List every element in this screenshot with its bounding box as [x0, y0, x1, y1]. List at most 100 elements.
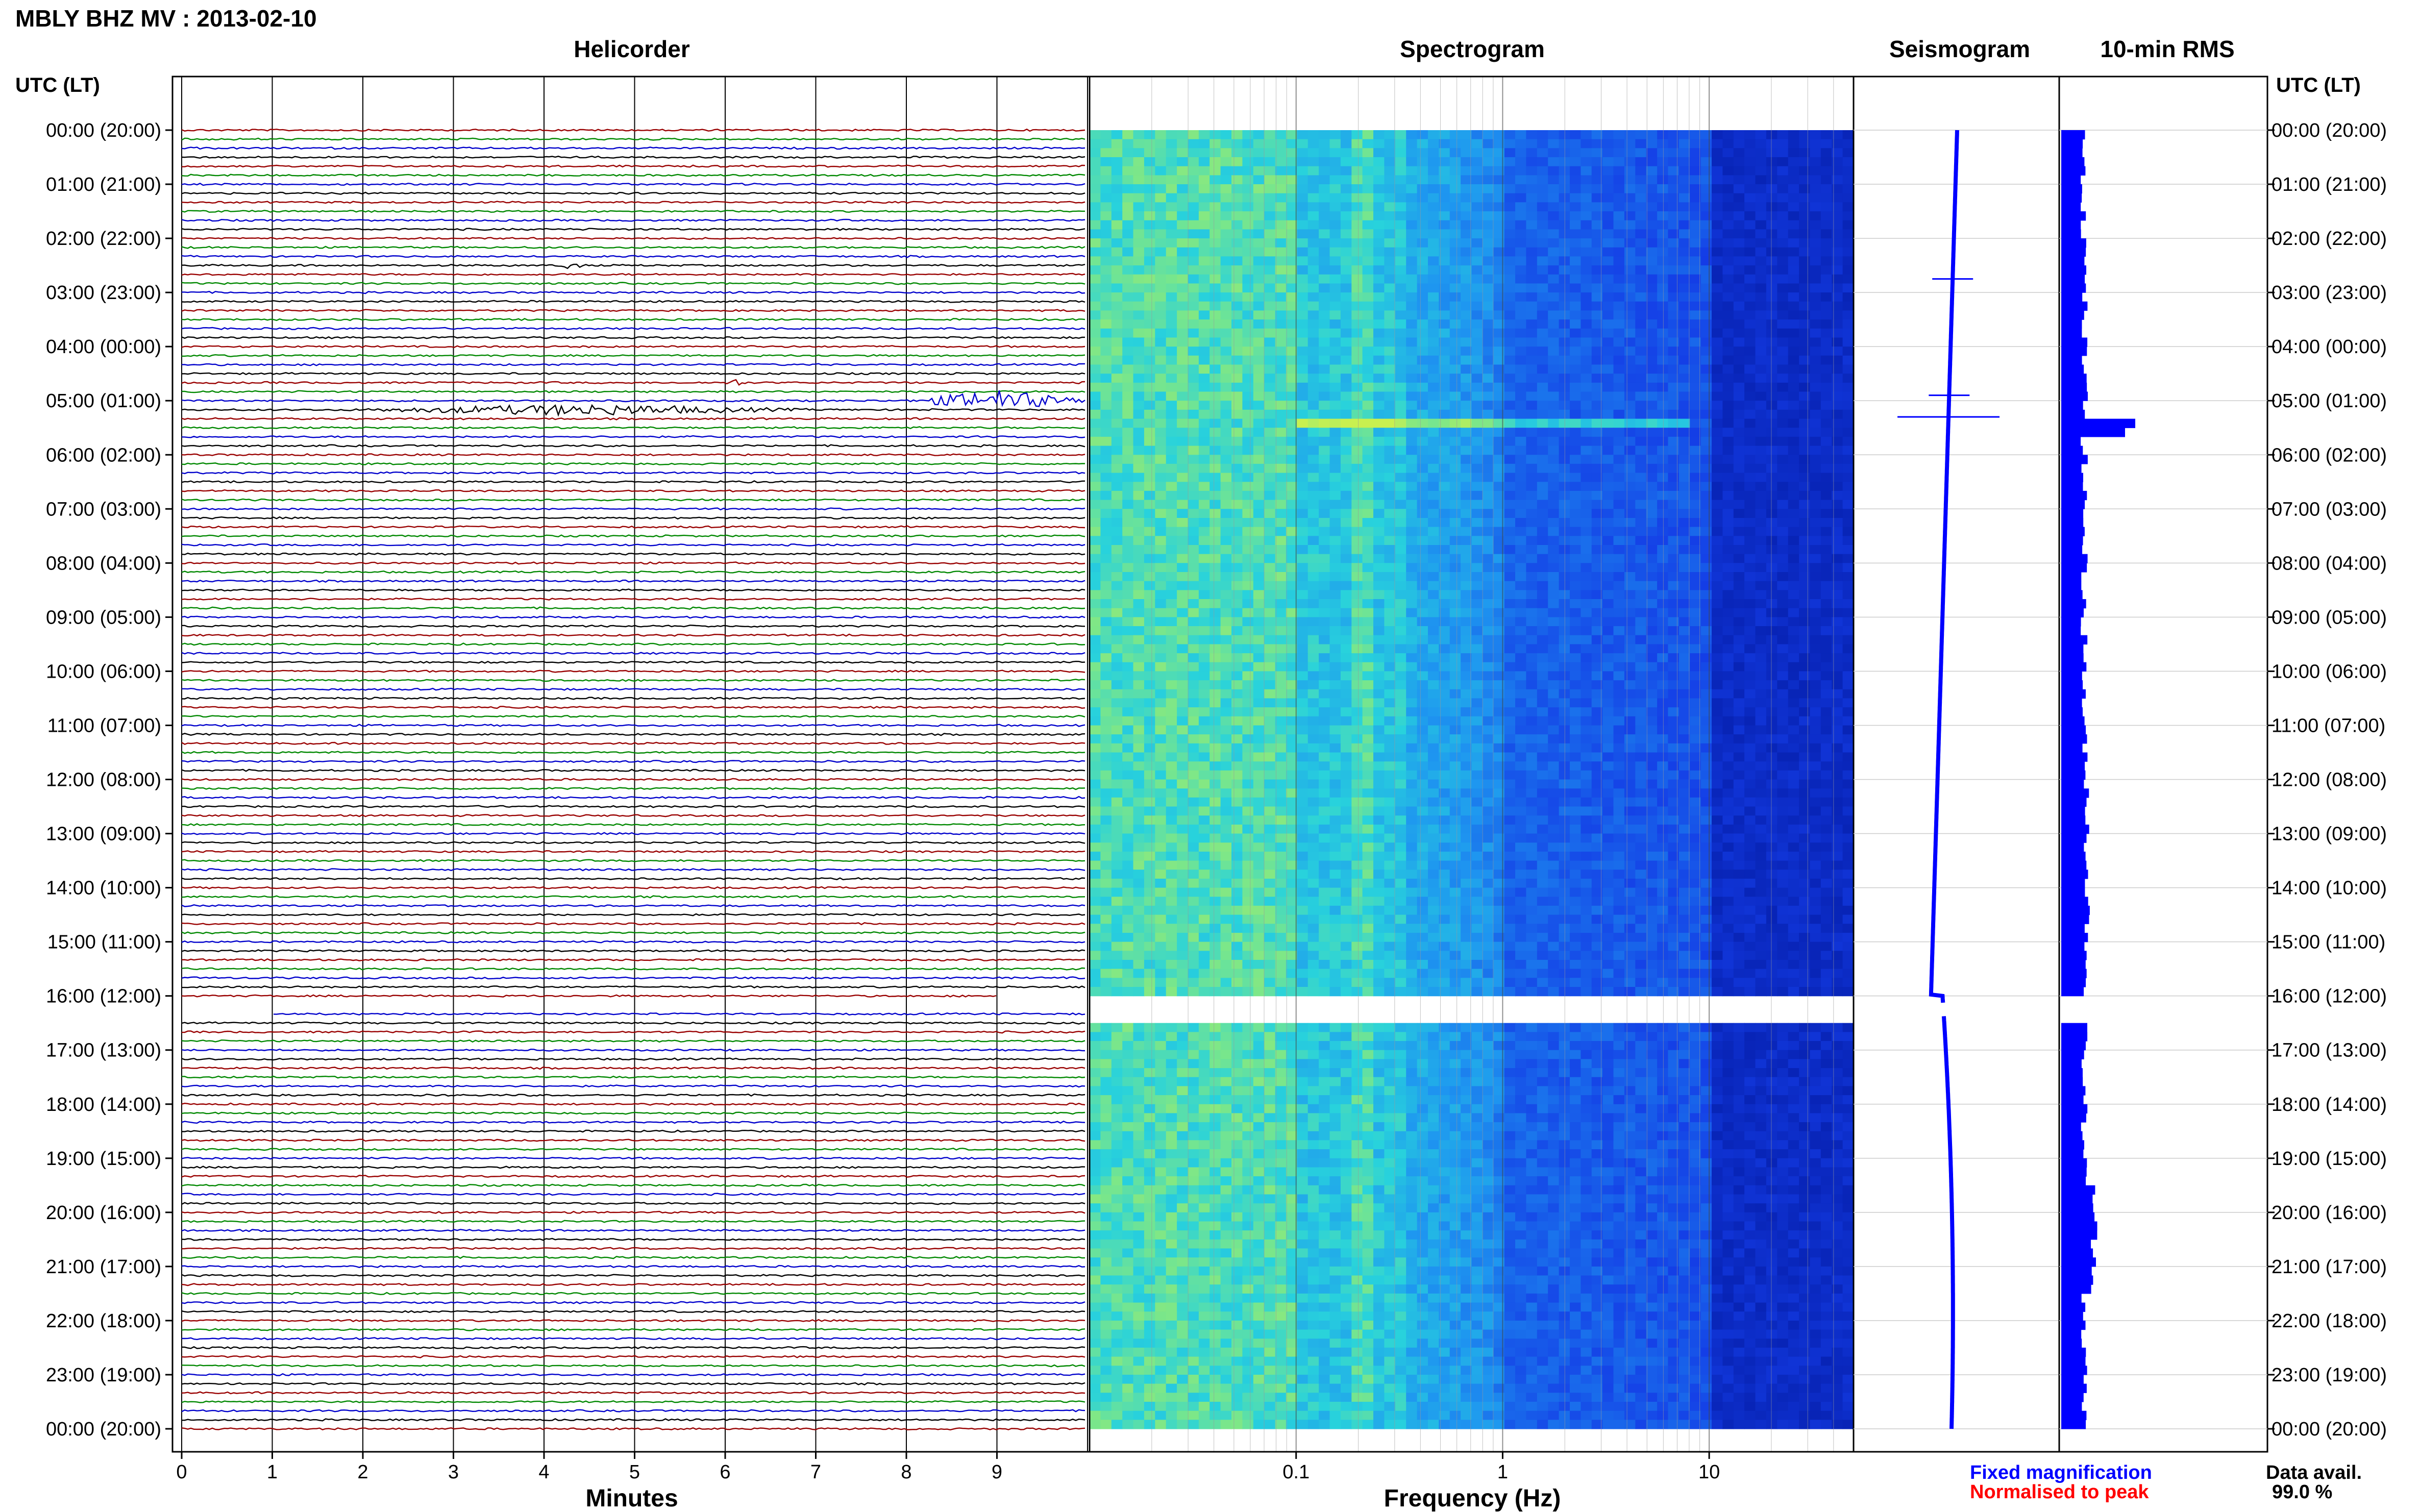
- spectrogram-cell: [1515, 572, 1527, 582]
- spectrogram-cell: [1406, 680, 1418, 690]
- spectrogram-cell: [1537, 734, 1548, 744]
- spectrogram-cell: [1395, 473, 1406, 482]
- spectrogram-cell: [1744, 346, 1756, 356]
- spectrogram-cell: [1449, 409, 1461, 419]
- spectrogram-cell: [1373, 725, 1385, 735]
- spectrogram-cell: [1373, 337, 1385, 347]
- spectrogram-cell: [1832, 455, 1843, 464]
- spectrogram-cell: [1810, 391, 1821, 401]
- spectrogram-cell: [1329, 130, 1341, 140]
- helicorder-trace: [181, 218, 1085, 222]
- spectrogram-cell: [1090, 428, 1101, 437]
- spectrogram-cell: [1493, 445, 1505, 455]
- spectrogram-cell: [1144, 455, 1156, 464]
- spectrogram-cell: [1646, 509, 1658, 518]
- spectrogram-cell: [1471, 473, 1483, 482]
- spectrogram-cell: [1842, 265, 1854, 275]
- spectrogram-cell: [1090, 374, 1101, 383]
- spectrogram-cell: [1340, 707, 1352, 717]
- spectrogram-cell: [1515, 310, 1527, 320]
- spectrogram-cell: [1231, 473, 1243, 482]
- spectrogram-cell: [1340, 256, 1352, 266]
- spectrogram-cell: [1832, 500, 1843, 509]
- spectrogram-cell: [1646, 401, 1658, 410]
- spectrogram-cell: [1340, 175, 1352, 185]
- spectrogram-cell: [1253, 626, 1265, 636]
- spectrogram-cell: [1275, 274, 1287, 284]
- spectrogram-cell: [1624, 590, 1636, 600]
- spectrogram-cell: [1428, 563, 1440, 573]
- spectrogram-cell: [1602, 527, 1614, 536]
- spectrogram-cell: [1100, 572, 1112, 582]
- spectrogram-cell: [1297, 274, 1309, 284]
- spectrogram-cell: [1362, 518, 1374, 528]
- spectrogram-cell: [1100, 671, 1112, 681]
- spectrogram-cell: [1188, 229, 1199, 239]
- spectrogram-cell: [1340, 482, 1352, 491]
- spectrogram-cell: [1690, 554, 1701, 563]
- spectrogram-cell: [1504, 220, 1516, 230]
- spectrogram-cell: [1777, 139, 1789, 148]
- spectrogram-cell: [1722, 689, 1734, 699]
- spectrogram-cell: [1820, 626, 1832, 636]
- spectrogram-cell: [1537, 374, 1548, 383]
- spectrogram-cell: [1559, 662, 1570, 672]
- spectrogram-cell: [1264, 130, 1276, 140]
- spectrogram-cell: [1810, 202, 1821, 212]
- spectrogram-cell: [1133, 545, 1145, 555]
- spectrogram-cell: [1493, 644, 1505, 654]
- spectrogram-cell: [1439, 716, 1450, 726]
- spectrogram-cell: [1362, 482, 1374, 491]
- spectrogram-cell: [1679, 301, 1690, 311]
- spectrogram-cell: [1144, 301, 1156, 311]
- spectrogram-cell: [1679, 743, 1690, 753]
- spectrogram-cell: [1635, 463, 1647, 474]
- spectrogram-cell: [1515, 455, 1527, 464]
- spectrogram-cell: [1177, 716, 1189, 726]
- spectrogram-cell: [1406, 536, 1418, 546]
- spectrogram-cell: [1679, 608, 1690, 617]
- spectrogram-cell: [1788, 527, 1799, 536]
- spectrogram-cell: [1559, 590, 1570, 600]
- spectrogram-cell: [1570, 653, 1582, 663]
- spectrogram-cell: [1362, 473, 1374, 482]
- spectrogram-cell: [1198, 653, 1211, 663]
- spectrogram-cell: [1286, 409, 1298, 419]
- spectrogram-cell: [1439, 490, 1450, 501]
- spectrogram-cell: [1198, 500, 1211, 509]
- spectrogram-cell: [1624, 328, 1636, 338]
- spectrogram-cell: [1690, 274, 1701, 284]
- spectrogram-cell: [1253, 725, 1265, 735]
- spectrogram-cell: [1646, 229, 1658, 239]
- spectrogram-cell: [1417, 193, 1428, 203]
- spectrogram-cell: [1515, 509, 1527, 518]
- spectrogram-cell: [1231, 463, 1243, 474]
- helicorder-trace: [181, 390, 1085, 407]
- spectrogram-cell: [1144, 653, 1156, 663]
- spectrogram-cell: [1210, 500, 1221, 509]
- spectrogram-cell: [1799, 572, 1811, 582]
- spectrogram-cell: [1406, 572, 1418, 582]
- spectrogram-cell: [1362, 337, 1374, 347]
- spectrogram-cell: [1613, 374, 1625, 383]
- spectrogram-cell: [1231, 554, 1243, 563]
- spectrogram-cell: [1329, 292, 1341, 302]
- spectrogram-cell: [1777, 545, 1789, 555]
- spectrogram-cell: [1264, 175, 1276, 185]
- spectrogram-cell: [1646, 193, 1658, 203]
- spectrogram-cell: [1493, 274, 1505, 284]
- helicorder-trace: [181, 1066, 1085, 1070]
- spectrogram-cell: [1166, 671, 1177, 681]
- spectrogram-cell: [1777, 292, 1789, 302]
- spectrogram-cell: [1722, 554, 1734, 563]
- spectrogram-cell: [1657, 671, 1669, 681]
- spectrogram-cell: [1177, 130, 1189, 140]
- spectrogram-cell: [1133, 265, 1145, 275]
- spectrogram-cell: [1133, 283, 1145, 293]
- spectrogram-cell: [1591, 274, 1603, 284]
- spectrogram-cell: [1482, 635, 1494, 645]
- spectrogram-cell: [1133, 527, 1145, 536]
- spectrogram-cell: [1766, 725, 1778, 735]
- spectrogram-cell: [1144, 310, 1156, 320]
- spectrogram-cell: [1646, 346, 1658, 356]
